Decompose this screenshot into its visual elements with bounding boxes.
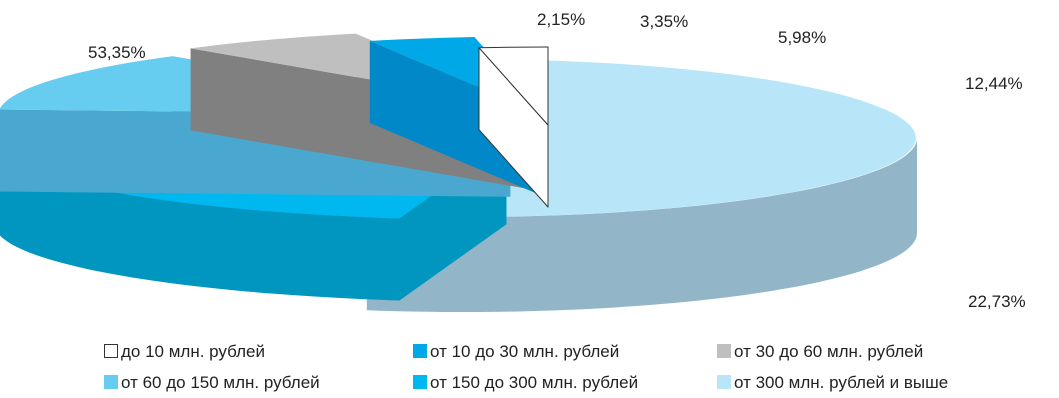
legend-item-over-300: от 300 млн. рублей и выше [717,373,948,393]
legend-label: от 60 до 150 млн. рублей [121,373,320,392]
data-label-60-150: 12,44% [965,74,1023,93]
legend-swatch [717,375,731,389]
legend-label: до 10 млн. рублей [121,342,265,361]
legend-item-60-150: от 60 до 150 млн. рублей [104,373,320,393]
slice-under-10 [478,46,549,208]
pie-chart [0,33,918,313]
legend-label: от 10 до 30 млн. рублей [430,342,620,361]
legend-swatch [717,344,731,358]
data-label-under-10: 2,15% [537,10,586,29]
legend: до 10 млн. рублей от 10 до 30 млн. рубле… [0,336,1059,396]
legend-item-under-10: до 10 млн. рублей [104,342,265,362]
legend-label: от 150 до 300 млн. рублей [430,373,639,392]
legend-item-10-30: от 10 до 30 млн. рублей [413,342,619,362]
slice-top-face [478,46,549,126]
data-label-30-60: 5,98% [778,28,827,47]
slice-outer-wall [366,138,918,313]
legend-swatch [413,375,427,389]
legend-item-150-300: от 150 до 300 млн. рублей [413,373,638,393]
slice-cut-face [369,40,544,197]
legend-item-30-60: от 30 до 60 млн. рублей [717,342,923,362]
legend-swatch [104,344,118,358]
legend-label: от 300 млн. рублей и выше [734,373,949,392]
data-label-10-30: 3,35% [640,12,689,31]
data-label-150-300: 22,73% [968,292,1026,311]
legend-swatch [413,344,427,358]
legend-label: от 30 до 60 млн. рублей [734,342,924,361]
legend-swatch [104,375,118,389]
data-label-over-300: 53,35% [88,43,146,62]
